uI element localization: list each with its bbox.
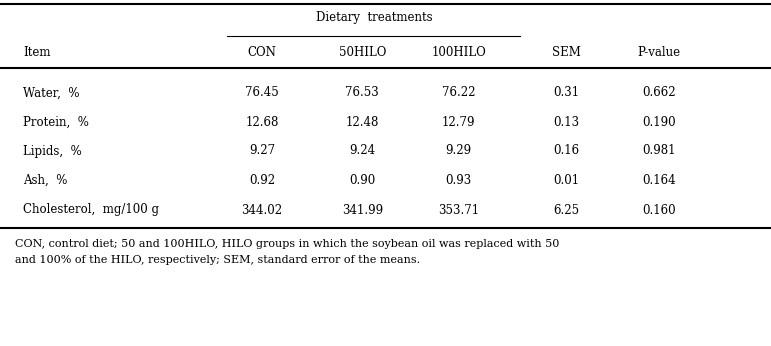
Text: 0.190: 0.190 (642, 116, 676, 128)
Text: Ash,  %: Ash, % (23, 173, 68, 186)
Text: 9.24: 9.24 (349, 145, 375, 157)
Text: Water,  %: Water, % (23, 86, 79, 100)
Text: Item: Item (23, 46, 51, 58)
Text: 9.29: 9.29 (446, 145, 472, 157)
Text: 0.31: 0.31 (554, 86, 580, 100)
Text: 353.71: 353.71 (438, 203, 480, 217)
Text: P-value: P-value (638, 46, 681, 58)
Text: Cholesterol,  mg/100 g: Cholesterol, mg/100 g (23, 203, 159, 217)
Text: 76.22: 76.22 (442, 86, 476, 100)
Text: 12.79: 12.79 (442, 116, 476, 128)
Text: 0.90: 0.90 (349, 173, 375, 186)
Text: 12.48: 12.48 (345, 116, 379, 128)
Text: 12.68: 12.68 (245, 116, 279, 128)
Text: 9.27: 9.27 (249, 145, 275, 157)
Text: 76.45: 76.45 (245, 86, 279, 100)
Text: Protein,  %: Protein, % (23, 116, 89, 128)
Text: Lipids,  %: Lipids, % (23, 145, 82, 157)
Text: 0.13: 0.13 (554, 116, 580, 128)
Text: 0.662: 0.662 (642, 86, 676, 100)
Text: 50HILO: 50HILO (338, 46, 386, 58)
Text: and 100% of the HILO, respectively; SEM, standard error of the means.: and 100% of the HILO, respectively; SEM,… (15, 255, 420, 265)
Text: 344.02: 344.02 (241, 203, 283, 217)
Text: 0.16: 0.16 (554, 145, 580, 157)
Text: 0.92: 0.92 (249, 173, 275, 186)
Text: 0.164: 0.164 (642, 173, 676, 186)
Text: 0.01: 0.01 (554, 173, 580, 186)
Text: 0.981: 0.981 (642, 145, 676, 157)
Text: 341.99: 341.99 (342, 203, 383, 217)
Text: 0.160: 0.160 (642, 203, 676, 217)
Text: CON, control diet; 50 and 100HILO, HILO groups in which the soybean oil was repl: CON, control diet; 50 and 100HILO, HILO … (15, 239, 560, 249)
Text: 76.53: 76.53 (345, 86, 379, 100)
Text: CON: CON (247, 46, 277, 58)
Text: SEM: SEM (552, 46, 581, 58)
Text: Dietary  treatments: Dietary treatments (315, 11, 433, 25)
Text: 6.25: 6.25 (554, 203, 580, 217)
Text: 0.93: 0.93 (446, 173, 472, 186)
Text: 100HILO: 100HILO (431, 46, 487, 58)
